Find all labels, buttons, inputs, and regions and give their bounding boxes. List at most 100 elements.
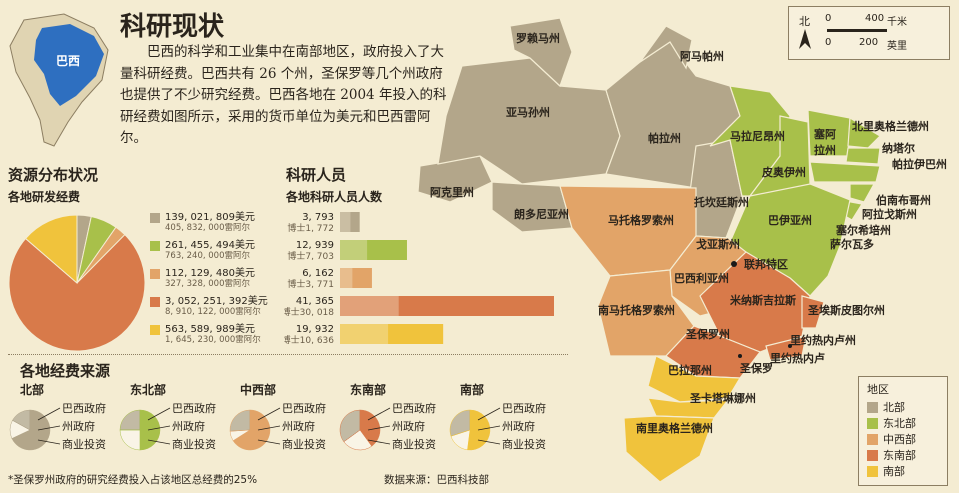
source-label: 巴西政府 [502,401,546,415]
brazil-map [417,17,881,483]
funding-swatch [150,297,160,307]
bar-doctor [398,296,554,316]
north-arrow-icon [799,29,811,49]
legend-item: 南部 [867,463,905,479]
funding-legend-row: 3, 052, 251, 392美元 8, 910, 122, 000雷阿尔 [150,296,280,324]
legend-item: 北部 [867,399,905,415]
label-bahia: 巴伊亚州 [768,214,812,227]
label-ms: 南马托格罗索州 [598,304,675,317]
sources-section-title: 各地经费来源 [20,362,111,380]
source-pie-slice [449,409,471,437]
state-parana [647,355,742,403]
state-es [801,295,825,329]
bar-doctor-label: 博士30, 018 [284,306,334,318]
funding-brl-value: 405, 832, 000雷阿尔 [165,223,250,233]
funding-legend-row: 563, 589, 989美元 1, 645, 230, 000雷阿尔 [150,324,280,352]
source-pie-slice [343,429,373,451]
funding-section-title: 资源分布状况 [8,166,99,184]
inset-brazil [34,24,104,106]
bar-doctor-label: 博士7, 703 [287,250,334,262]
label-amazonas: 亚马孙州 [506,106,550,119]
source-leader-line [257,407,281,421]
funding-legend: 139, 021, 809美元 405, 832, 000雷阿尔 261, 455,… [150,212,280,352]
scale-mi-unit: 英里 [887,41,907,52]
label-salvador: 萨尔瓦多 [830,238,874,251]
footnote: *圣保罗州政府的研究经费投入占该地区总经费的25% [8,474,258,486]
city-marker [788,344,792,348]
source-pie-title: 中西部 [240,382,276,397]
source-leader-line [367,407,391,421]
label-acre: 阿克里州 [430,186,474,199]
legend-label: 东南部 [883,449,916,462]
source-label: 商业投资 [62,437,106,451]
state-roraima [509,17,573,88]
label-pernambuco: 伯南布哥州 [876,194,931,207]
source-leader-line [37,425,61,431]
legend-item: 东南部 [867,447,916,463]
inset-map [9,13,109,147]
label-es: 圣埃斯皮图尔州 [808,304,885,317]
source-pie-title: 东北部 [130,382,166,397]
source-pie-slice [12,409,31,431]
label-mato-grosso: 马托格罗索州 [608,214,674,227]
funding-swatch [150,325,160,335]
source-label: 州政府 [62,419,95,433]
funding-legend-row: 112, 129, 480美元 327, 328, 000雷阿尔 [150,268,280,296]
source-pie-slice [339,409,361,443]
label-alagoas: 阿拉戈斯州 [862,208,917,221]
bar-doctor [350,212,360,232]
source-pie-slice [359,409,381,447]
pie-slice-4 [24,214,78,285]
bar-doctor-label: 博士10, 636 [284,334,334,346]
scale-mi-0: 0 [825,37,832,48]
source-pie-title: 南部 [460,382,484,397]
state-rj [765,335,807,361]
source-label: 巴西政府 [172,401,216,415]
legend-label: 中西部 [883,433,916,446]
source-pie-slice [119,429,141,451]
state-amapa [639,25,693,70]
label-goias: 戈亚斯州 [696,238,740,251]
source-leader-line [37,439,61,445]
source-label: 商业投资 [172,437,216,451]
source-leader-line [257,439,281,445]
pie-slice-3 [8,233,146,352]
legend-label: 东北部 [883,417,916,430]
scale-box: 北 0 400 千米 0 200 英里 [788,6,950,60]
north-label: 北 [799,15,810,28]
bar-doctor [367,240,407,260]
source-label: 州政府 [392,419,425,433]
state-sc [647,397,730,419]
source-pie-slice [119,409,141,431]
source-label: 巴西政府 [282,401,326,415]
legend-item: 东北部 [867,415,916,431]
legend-label: 北部 [883,401,905,414]
source-pie-title: 北部 [20,382,44,397]
scale-bar [827,29,887,32]
source-label: 巴西政府 [392,401,436,415]
source-pie-title: 东南部 [350,382,386,397]
bar-doctor [388,324,444,344]
label-parana: 巴拉那州 [668,364,712,377]
bar-total-label: 12, 939 [296,240,334,251]
state-alagoas [849,183,876,203]
funding-pie-chart [8,214,146,352]
source-label: 巴西政府 [62,401,106,415]
city-marker [738,354,742,358]
label-mg: 米纳斯吉拉斯 [730,294,796,307]
state-pernambuco [809,161,881,183]
label-natal: 纳塔尔 [882,142,915,155]
source-leader-line [147,425,171,431]
bar-doctor-label: 博士3, 771 [287,278,334,290]
source-leader-line [477,439,501,445]
label-sp-city: 圣保罗 [740,362,773,375]
source-label: 州政府 [502,419,535,433]
source-leader-line [147,439,171,445]
label-paraiba: 帕拉伊巴州 [892,158,947,171]
source-leader-line [147,407,171,421]
bar-doctor-label: 博士1, 772 [287,222,334,234]
legend-swatch [867,433,878,445]
source-label: 州政府 [172,419,205,433]
funding-usd-value: 139, 021, 809美元 [165,212,255,223]
label-amapa: 阿马帕州 [680,50,724,63]
